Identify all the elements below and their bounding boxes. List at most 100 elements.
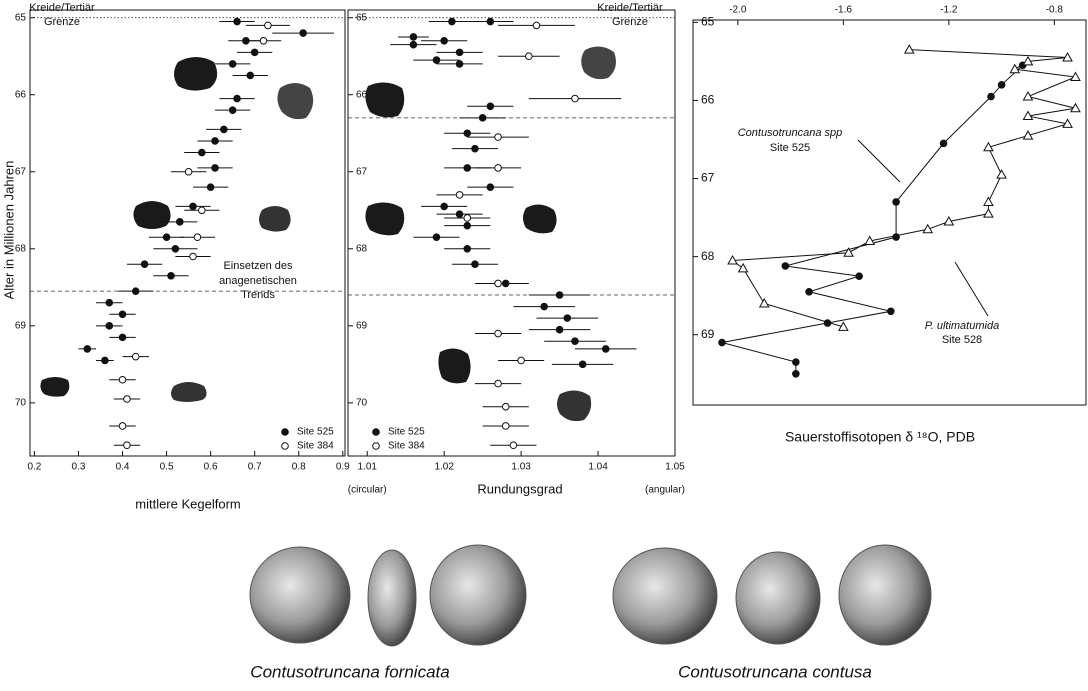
legend-marker [282, 429, 289, 436]
marker [119, 311, 126, 318]
marker [572, 95, 579, 102]
marker [502, 403, 509, 410]
y-tick-label: 69 [701, 327, 715, 341]
x-tick-label: -0.8 [1046, 5, 1064, 16]
x-tick-label: 1.05 [665, 462, 685, 473]
marker [464, 165, 471, 172]
marker [905, 45, 914, 53]
marker [251, 49, 258, 56]
marker [495, 380, 502, 387]
y-tick-label: 66 [356, 89, 368, 100]
marker [984, 209, 993, 217]
y-tick-label: 70 [15, 397, 27, 408]
marker [260, 38, 267, 45]
x-tick-label: 0.6 [204, 462, 218, 473]
marker [410, 41, 417, 48]
annotation: Grenze [44, 16, 80, 28]
marker [212, 138, 219, 145]
x-tick-label: -2.0 [729, 5, 747, 16]
y-tick-label: 68 [701, 249, 715, 263]
marker [988, 93, 995, 100]
marker [526, 53, 533, 60]
x-tick-label: 1.02 [434, 462, 454, 473]
marker [124, 442, 131, 449]
marker [132, 288, 139, 295]
marker [760, 299, 769, 307]
y-tick-label: 67 [701, 171, 715, 185]
marker [190, 253, 197, 260]
marker [495, 280, 502, 287]
annotation: Site 525 [770, 142, 810, 154]
x-tick-label: 0.9 [336, 462, 350, 473]
marker [464, 245, 471, 252]
x-axis-label: mittlere Kegelform [135, 496, 240, 511]
marker [998, 82, 1005, 89]
x-axis-label: Rundungsgrad [477, 481, 562, 496]
marker [212, 165, 219, 172]
y-axis-label: Alter in Millionen Jahren [1, 161, 16, 300]
legend-label: Site 525 [297, 427, 334, 438]
marker [472, 261, 479, 268]
marker [572, 338, 579, 345]
marker [464, 130, 471, 137]
marker [556, 292, 563, 299]
marker [265, 22, 272, 29]
marker [579, 361, 586, 368]
x-tick-label: -1.2 [940, 5, 958, 16]
marker [168, 272, 175, 279]
y-tick-label: 67 [15, 166, 27, 177]
marker [119, 376, 126, 383]
y-tick-label: 65 [701, 15, 715, 29]
y-tick-label: 70 [356, 397, 368, 408]
marker [793, 359, 800, 366]
y-tick-label: 68 [356, 243, 368, 254]
marker [472, 145, 479, 152]
marker [449, 18, 456, 25]
marker [856, 273, 863, 280]
y-tick-label: 69 [356, 320, 368, 331]
series-line [733, 50, 1076, 327]
y-tick-label: 68 [15, 243, 27, 254]
marker [172, 245, 179, 252]
x-tick-label: 0.4 [116, 462, 130, 473]
plot-frame [693, 20, 1086, 405]
marker [923, 225, 932, 233]
annotation: anagenetischen [219, 275, 297, 287]
marker [602, 346, 609, 353]
marker [464, 215, 471, 222]
figure: Contusotruncana fornicata Contusotruncan… [0, 0, 1088, 691]
marker [221, 126, 228, 133]
marker [456, 211, 463, 218]
marker [410, 34, 417, 41]
marker [234, 18, 241, 25]
sem-photos [250, 545, 931, 646]
marker [199, 149, 206, 156]
x-tick-label: 0.2 [27, 462, 41, 473]
marker [793, 370, 800, 377]
marker [782, 263, 789, 270]
marker [163, 234, 170, 241]
marker [556, 326, 563, 333]
marker [541, 303, 548, 310]
marker [1010, 65, 1019, 73]
marker [739, 264, 748, 272]
marker [464, 222, 471, 229]
marker [487, 18, 494, 25]
annotation: Site 528 [942, 334, 982, 346]
marker [719, 339, 726, 346]
marker [185, 168, 192, 175]
x-tick-label: -1.6 [835, 5, 853, 16]
marker [495, 134, 502, 141]
marker [194, 234, 201, 241]
marker [487, 103, 494, 110]
marker [984, 197, 993, 205]
marker [940, 140, 947, 147]
legend-label: Site 384 [297, 441, 334, 452]
y-tick-label: 69 [15, 320, 27, 331]
marker [247, 72, 254, 79]
marker [533, 22, 540, 29]
marker [84, 346, 91, 353]
marker [518, 357, 525, 364]
marker [132, 353, 139, 360]
x-end-label: (circular) [348, 485, 387, 496]
